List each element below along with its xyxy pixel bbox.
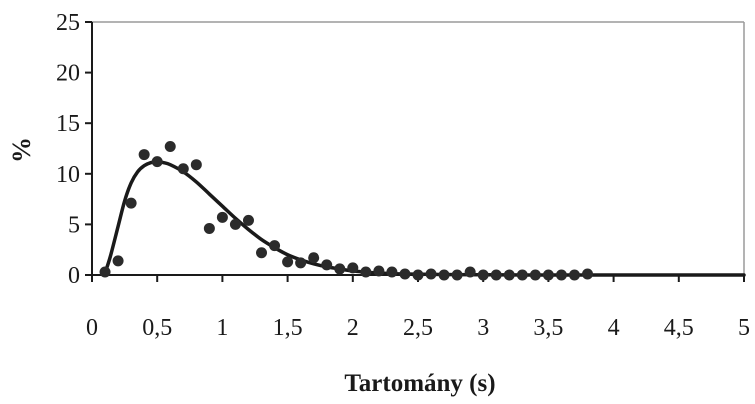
data-point <box>308 252 320 264</box>
x-tick-label: 4,5 <box>664 315 694 341</box>
data-point <box>190 159 202 171</box>
data-point <box>529 269 541 281</box>
data-point <box>177 163 189 175</box>
data-point <box>477 269 489 281</box>
data-point <box>386 266 398 278</box>
data-point <box>112 255 124 267</box>
data-point <box>269 240 281 252</box>
data-points-layer <box>99 140 594 281</box>
data-point <box>503 269 515 281</box>
data-point <box>425 268 437 280</box>
y-axis-title: % <box>7 137 36 163</box>
data-point <box>490 269 502 281</box>
data-point <box>451 269 463 281</box>
y-tick-label: 20 <box>56 61 80 87</box>
x-tick-label: 3,5 <box>533 315 563 341</box>
data-point <box>438 269 450 281</box>
data-point <box>360 266 372 278</box>
y-tick-label: 0 <box>68 263 80 289</box>
data-point <box>464 266 476 278</box>
x-tick-label: 2 <box>347 315 359 341</box>
data-point <box>138 149 150 161</box>
data-point <box>125 197 137 209</box>
data-point <box>542 269 554 281</box>
x-tick-label: 5 <box>738 315 750 341</box>
data-point <box>373 265 385 277</box>
data-point <box>151 156 163 168</box>
x-tick-label: 2,5 <box>403 315 433 341</box>
data-point <box>203 222 215 234</box>
x-tick-label: 4 <box>608 315 620 341</box>
data-point <box>334 263 346 275</box>
data-point <box>582 268 594 280</box>
data-point <box>282 256 294 268</box>
data-point <box>516 269 528 281</box>
data-point <box>99 266 111 278</box>
data-point <box>412 269 424 281</box>
data-point <box>229 218 241 230</box>
y-tick-label: 5 <box>68 212 80 238</box>
x-tick-label: 0 <box>86 315 98 341</box>
data-point <box>164 140 176 152</box>
data-point <box>321 259 333 271</box>
data-point <box>242 214 254 226</box>
data-point <box>568 269 580 281</box>
y-axis: 0 5 10 15 20 25 <box>56 10 93 289</box>
x-axis-title: Tartomány (s) <box>344 370 495 397</box>
data-point <box>399 268 411 280</box>
x-tick-label: 1,5 <box>273 315 303 341</box>
data-point <box>347 262 359 274</box>
plot-area <box>92 21 745 275</box>
y-tick-label: 10 <box>56 162 80 188</box>
y-tick-label: 25 <box>56 10 80 36</box>
data-point <box>295 257 307 269</box>
data-point <box>555 269 567 281</box>
data-point <box>256 247 268 259</box>
x-tick-label: 0,5 <box>142 315 172 341</box>
x-tick-label: 3 <box>477 315 489 341</box>
y-tick-label: 15 <box>56 111 80 137</box>
x-tick-label: 1 <box>216 315 228 341</box>
data-point <box>216 211 228 223</box>
